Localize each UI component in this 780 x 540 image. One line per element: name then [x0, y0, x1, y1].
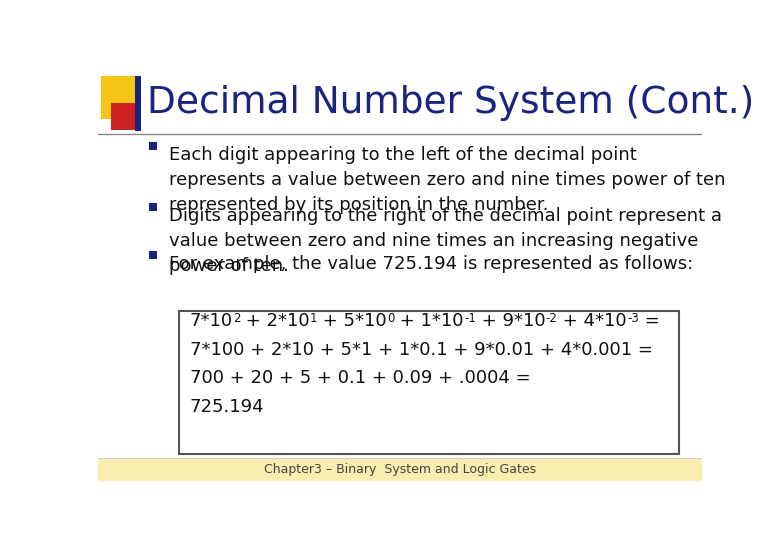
Text: + 2*10: + 2*10 [240, 313, 310, 330]
Text: 2: 2 [233, 312, 240, 325]
Text: Decimal Number System (Cont.): Decimal Number System (Cont.) [147, 85, 754, 122]
Bar [135, 76, 141, 131]
Text: -3: -3 [627, 312, 639, 325]
Text: 7*100 + 2*10 + 5*1 + 1*0.1 + 9*0.01 + 4*0.001 =: 7*100 + 2*10 + 5*1 + 1*0.1 + 9*0.01 + 4*… [190, 341, 653, 359]
Text: -2: -2 [545, 312, 558, 325]
Text: 7*10: 7*10 [190, 313, 233, 330]
Bar [150, 204, 158, 211]
Text: + 1*10: + 1*10 [395, 313, 464, 330]
Bar [98, 457, 702, 481]
Text: 1: 1 [310, 312, 317, 325]
Text: Digits appearing to the right of the decimal point represent a
value between zer: Digits appearing to the right of the dec… [168, 207, 722, 275]
Text: + 9*10: + 9*10 [476, 313, 545, 330]
Bar [150, 251, 158, 259]
Text: =: = [639, 313, 659, 330]
Bar [179, 311, 679, 454]
Text: + 4*10: + 4*10 [558, 313, 627, 330]
Text: Each digit appearing to the left of the decimal point
represents a value between: Each digit appearing to the left of the … [168, 146, 725, 214]
Bar [111, 103, 138, 130]
Text: 725.194: 725.194 [190, 398, 264, 416]
Text: 700 + 20 + 5 + 0.1 + 0.09 + .0004 =: 700 + 20 + 5 + 0.1 + 0.09 + .0004 = [190, 369, 530, 387]
Text: Chapter3 – Binary  System and Logic Gates: Chapter3 – Binary System and Logic Gates [264, 463, 536, 476]
Text: For example, the value 725.194 is represented as follows:: For example, the value 725.194 is repres… [168, 255, 693, 273]
Text: + 5*10: + 5*10 [317, 313, 387, 330]
Bar [150, 142, 158, 150]
Text: -1: -1 [464, 312, 476, 325]
Text: 0: 0 [387, 312, 395, 325]
Bar [101, 76, 135, 119]
